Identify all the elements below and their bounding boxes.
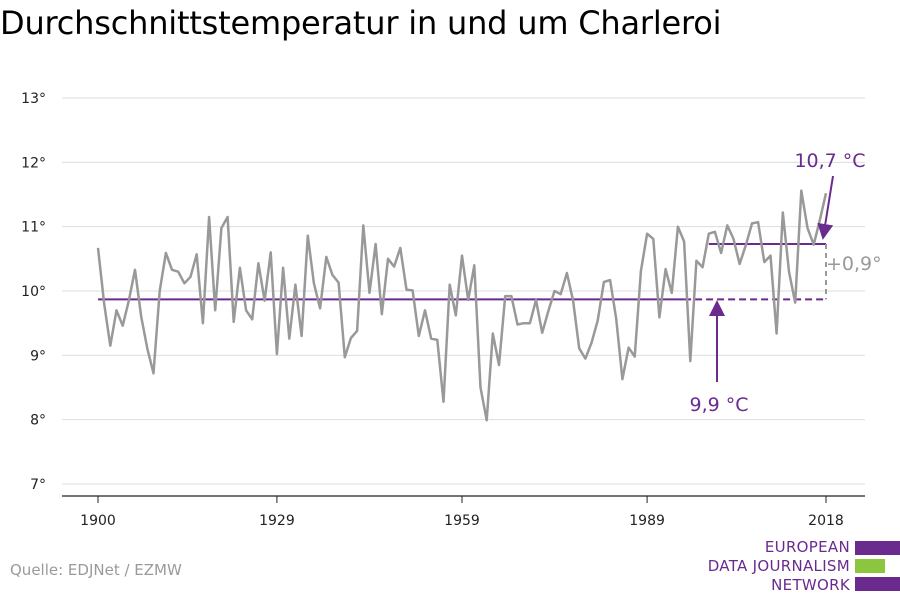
- y-tick-label-13: 13°: [21, 91, 46, 107]
- logo-bar-3: [855, 577, 900, 591]
- x-tick-label-2018: 2018: [808, 513, 844, 529]
- recent-label: 10,7 °C: [794, 150, 865, 172]
- line-chart: 7°8°9°10°11°12°13° 1900 1929 1959 1989 2018 …: [21, 91, 881, 529]
- y-tick-label-10: 10°: [21, 284, 46, 300]
- x-axis: [62, 495, 865, 503]
- y-tick-label-8: 8°: [30, 413, 46, 429]
- y-tick-label-9: 9°: [30, 348, 46, 364]
- x-tick-label-1900: 1900: [80, 513, 116, 529]
- logo-line-3: NETWORK: [771, 576, 850, 594]
- logo-line-1: EUROPEAN: [764, 538, 850, 556]
- edjnet-logo: EUROPEAN DATA JOURNALISM NETWORK: [700, 538, 900, 598]
- logo-bar-2: [855, 559, 885, 573]
- x-tick-label-1959: 1959: [444, 513, 480, 529]
- y-tick-labels: 7° 8° 9° 10° 11° 12° 13°: [21, 91, 46, 493]
- logo-bar-1: [855, 541, 900, 555]
- x-tick-label-1989: 1989: [629, 513, 665, 529]
- gridlines: [62, 97, 865, 485]
- annotations: 9,9 °C 10,7 °C +0,9°: [689, 150, 881, 416]
- baseline-label: 9,9 °C: [689, 394, 748, 416]
- source-note: Quelle: EDJNet / EZMW: [10, 561, 182, 579]
- temperature-series-line: [96, 189, 828, 422]
- y-tick-label-12: 12°: [21, 155, 46, 171]
- x-tick-labels: 1900 1929 1959 1989 2018: [80, 513, 844, 529]
- difference-label: +0,9°: [826, 253, 882, 275]
- chart-title: Durchschnittstemperatur in und um Charle…: [0, 4, 722, 42]
- x-tick-label-1929: 1929: [259, 513, 295, 529]
- logo-line-2: DATA JOURNALISM: [707, 557, 850, 575]
- y-tick-label-7: 7°: [30, 477, 46, 493]
- recent-arrow: [817, 175, 834, 240]
- reference-lines: [98, 243, 827, 301]
- y-tick-label-11: 11°: [21, 220, 46, 236]
